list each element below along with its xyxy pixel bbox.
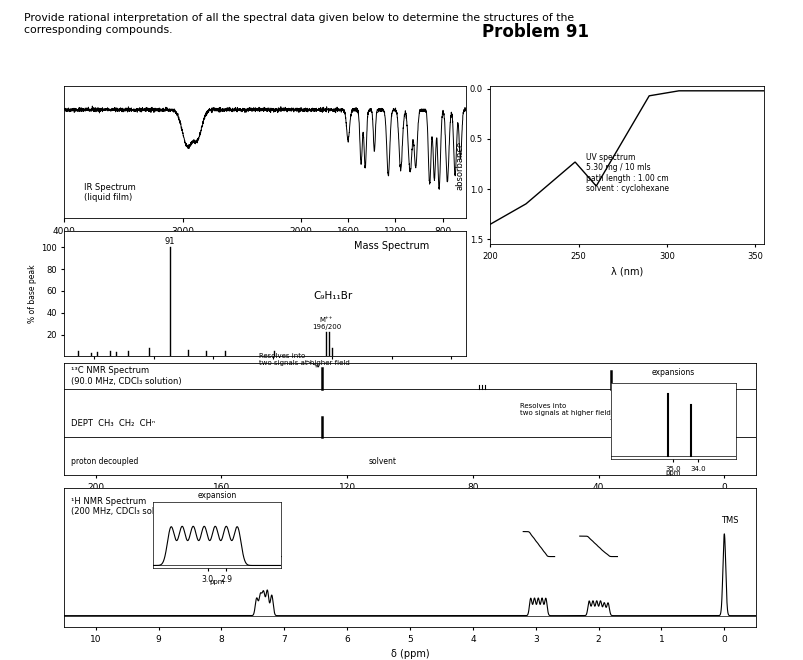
X-axis label: δ (ppm): δ (ppm) bbox=[390, 649, 429, 659]
Text: solvent: solvent bbox=[368, 457, 396, 466]
Text: ppm: ppm bbox=[209, 579, 225, 585]
Text: proton decoupled: proton decoupled bbox=[71, 457, 138, 466]
Text: Mass Spectrum: Mass Spectrum bbox=[353, 241, 429, 251]
Text: DEPT  CH₃  CH₂  CHⁿ: DEPT CH₃ CH₂ CHⁿ bbox=[71, 419, 155, 428]
X-axis label: V (cm⁻¹): V (cm⁻¹) bbox=[244, 242, 286, 251]
Text: expansions: expansions bbox=[651, 368, 694, 377]
Text: Resolves into
two signals at higher field: Resolves into two signals at higher fiel… bbox=[259, 353, 349, 367]
Text: Resolves into
two signals at higher field: Resolves into two signals at higher fiel… bbox=[520, 403, 613, 420]
Text: M⁺⁺
196/200: M⁺⁺ 196/200 bbox=[312, 317, 340, 330]
Y-axis label: absorbance: absorbance bbox=[454, 141, 463, 189]
Text: ¹H NMR Spectrum
(200 MHz, CDCl₃ solution): ¹H NMR Spectrum (200 MHz, CDCl₃ solution… bbox=[71, 497, 179, 516]
X-axis label: λ (nm): λ (nm) bbox=[610, 267, 642, 277]
X-axis label: δ (ppm): δ (ppm) bbox=[390, 498, 429, 508]
Text: IR Spectrum
(liquid film): IR Spectrum (liquid film) bbox=[84, 183, 136, 202]
Text: Problem 91: Problem 91 bbox=[482, 23, 589, 41]
X-axis label: m/e: m/e bbox=[255, 379, 275, 389]
Text: TMS: TMS bbox=[720, 516, 737, 525]
Text: UV spectrum
5.30 mg / 10 mls
path length : 1.00 cm
solvent : cyclohexane: UV spectrum 5.30 mg / 10 mls path length… bbox=[585, 153, 668, 193]
Text: % of base peak: % of base peak bbox=[28, 265, 37, 323]
Text: ¹³C NMR Spectrum
(90.0 MHz, CDCl₃ solution): ¹³C NMR Spectrum (90.0 MHz, CDCl₃ soluti… bbox=[71, 366, 181, 385]
Text: Provide rational interpretation of all the spectral data given below to determin: Provide rational interpretation of all t… bbox=[24, 13, 573, 35]
Text: 91: 91 bbox=[165, 237, 175, 246]
Text: ppm: ppm bbox=[665, 471, 680, 477]
Text: expansion: expansion bbox=[198, 491, 236, 500]
Text: C₉H₁₁Br: C₉H₁₁Br bbox=[313, 291, 353, 301]
